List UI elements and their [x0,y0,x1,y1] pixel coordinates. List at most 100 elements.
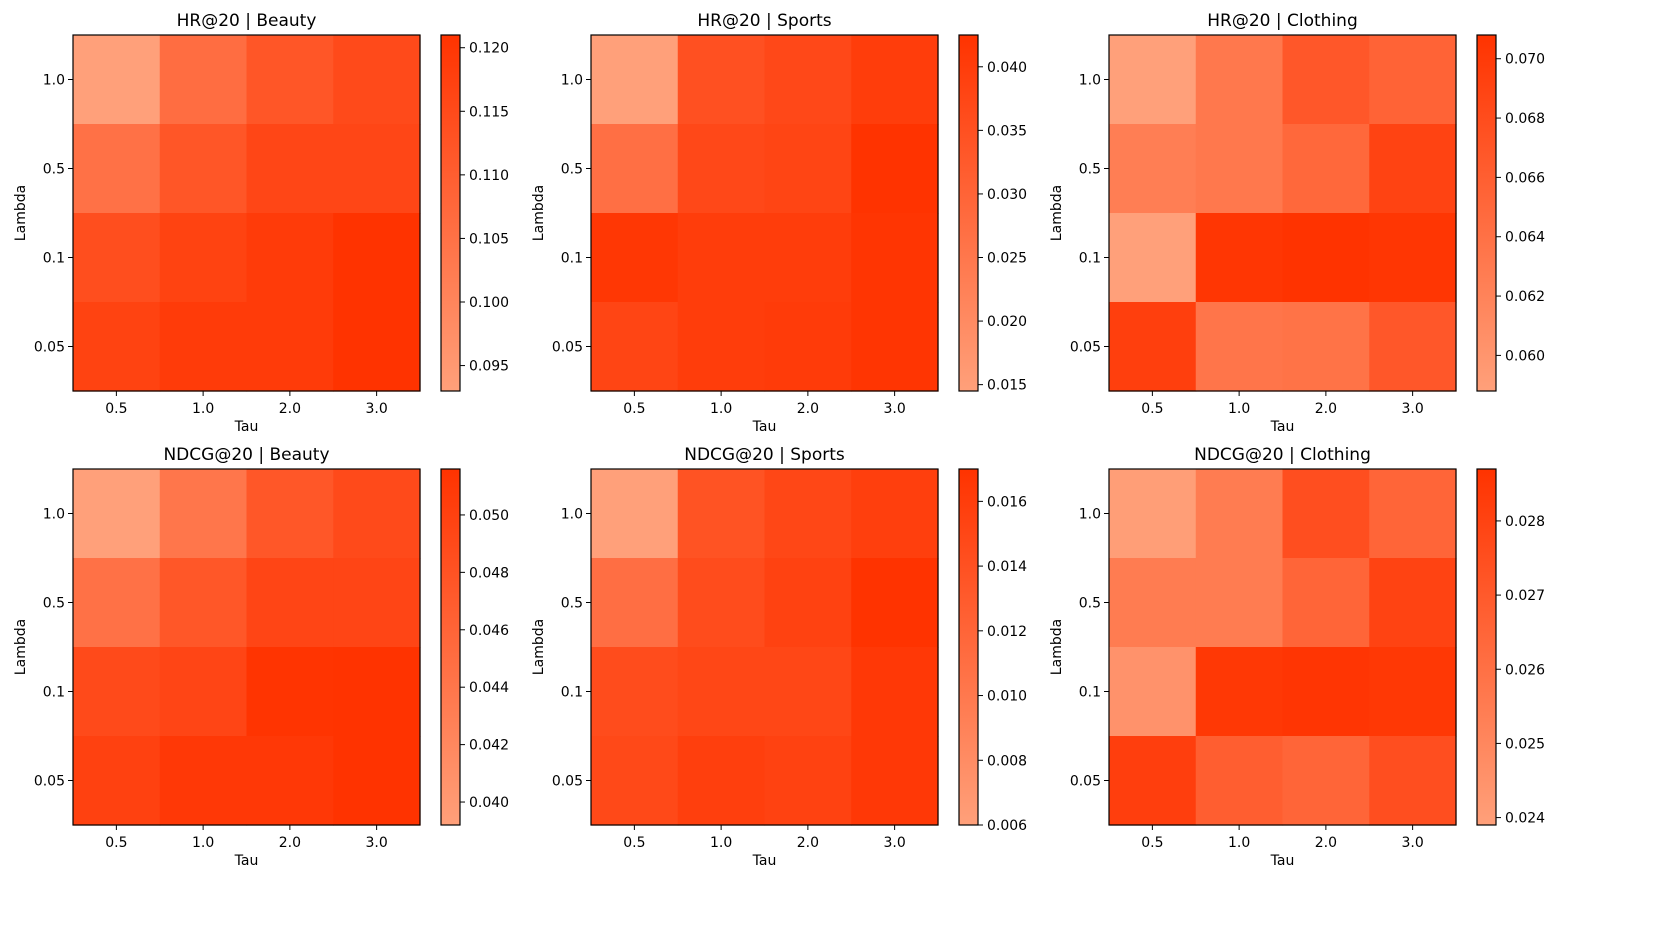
heatmap-cell-r1-c2 [764,558,852,648]
y-tick-label: 0.05 [552,340,583,356]
heatmap-cell-r3-c3 [333,736,421,826]
heatmap-cell-r2-c0 [1109,213,1197,303]
y-tick-label: 0.05 [1070,340,1101,356]
colorbar-tick-label: 0.110 [469,168,509,184]
colorbar-tick-label: 0.040 [469,795,509,811]
x-axis-label: Tau [752,419,777,435]
heatmap-cell-r3-c3 [1369,302,1457,392]
heatmap-panel-5: NDCG@20 | Clothing 0.5 1.0 2.0 3.0 1.0 0.5 0.1 0… [1049,445,1545,869]
colorbar-tick-label: 0.066 [1505,170,1545,186]
x-tick-label: 2.0 [797,835,819,851]
y-tick-label: 0.5 [1079,596,1101,612]
heatmap-cell-r2-c0 [1109,647,1197,737]
heatmap-cell-r3-c1 [677,302,766,392]
heatmap-cell-r2-c2 [246,647,334,737]
y-tick-label: 0.1 [561,685,583,701]
x-axis-label: Tau [1270,419,1295,435]
y-tick-label: 0.5 [1079,162,1101,178]
y-tick-label: 1.0 [561,73,583,89]
x-tick-label: 3.0 [1401,401,1423,417]
heatmap-cell-r0-c0 [73,35,161,125]
y-tick-label: 0.5 [43,596,65,612]
heatmap-cell-r0-c2 [764,469,852,559]
x-tick-label: 1.0 [192,835,214,851]
heatmap-cell-r2-c1 [677,647,766,737]
heatmap-cell-r1-c2 [246,558,334,648]
y-tick-label: 0.1 [43,685,65,701]
heatmap-cell-r1-c1 [159,558,248,648]
heatmap-cell-r2-c3 [1369,213,1457,303]
colorbar [1476,34,1497,392]
heatmap-cell-r2-c3 [851,647,939,737]
x-tick-label: 0.5 [1141,401,1163,417]
heatmap-cell-r1-c0 [1109,558,1197,648]
axes-frame [1108,34,1457,392]
heatmap-cell-r2-c1 [1195,213,1284,303]
chart-title: HR@20 | Sports [697,11,831,31]
heatmap-cell-r3-c1 [159,736,248,826]
x-tick-label: 3.0 [365,835,387,851]
x-tick-label: 2.0 [279,835,301,851]
heatmap-cell-r0-c0 [1109,469,1197,559]
heatmap-cell-r0-c2 [1282,469,1370,559]
y-tick-label: 0.05 [34,774,65,790]
heatmap-cell-r1-c3 [851,124,939,214]
colorbar-tick-label: 0.050 [469,508,509,524]
heatmap-cell-r3-c3 [1369,736,1457,826]
x-tick-label: 1.0 [192,401,214,417]
x-tick-label: 0.5 [105,835,127,851]
y-axis-label: Lambda [531,185,547,241]
x-tick-label: 1.0 [710,401,732,417]
heatmap-cell-r1-c3 [1369,124,1457,214]
heatmap-cell-r1-c0 [1109,124,1197,214]
colorbar-tick-label: 0.046 [469,623,509,639]
heatmap-cell-r3-c0 [1109,302,1197,392]
axes-frame [72,34,421,392]
heatmap-cell-r3-c2 [246,302,334,392]
colorbar-tick-label: 0.012 [987,624,1027,640]
heatmap-cell-r1-c0 [73,124,161,214]
heatmap-cell-r0-c1 [677,469,766,559]
colorbar-tick-label: 0.008 [987,753,1027,769]
heatmap-cell-r0-c0 [1109,35,1197,125]
heatmap-cell-r1-c3 [333,558,421,648]
heatmap-cell-r2-c1 [1195,647,1284,737]
y-tick-label: 0.5 [561,596,583,612]
colorbar-tick-label: 0.040 [987,60,1027,76]
colorbar-tick-label: 0.048 [469,565,509,581]
heatmap-cell-r1-c1 [159,124,248,214]
colorbar-tick-label: 0.105 [469,231,509,247]
heatmap-cell-r1-c1 [677,124,766,214]
colorbar-tick-label: 0.025 [987,251,1027,267]
heatmap-cell-r3-c1 [1195,302,1284,392]
axes-frame [590,468,939,826]
x-tick-label: 3.0 [883,401,905,417]
heatmap-cell-r2-c1 [159,213,248,303]
heatmap-cell-r2-c1 [677,213,766,303]
x-tick-label: 0.5 [623,401,645,417]
colorbar [440,468,461,826]
x-tick-label: 2.0 [1315,835,1337,851]
colorbar-tick-label: 0.025 [1505,736,1545,752]
heatmap-cell-r1-c2 [1282,558,1370,648]
heatmap-cell-r1-c2 [1282,124,1370,214]
heatmap-cell-r3-c2 [1282,302,1370,392]
heatmap-cell-r3-c0 [73,736,161,826]
heatmap-cell-r0-c3 [851,35,939,125]
x-axis-label: Tau [752,853,777,869]
heatmap-cell-r0-c0 [591,469,679,559]
colorbar-tick-label: 0.044 [469,680,509,696]
heatmap-cell-r2-c3 [1369,647,1457,737]
colorbar-tick-label: 0.014 [987,559,1027,575]
heatmap-cell-r2-c2 [1282,213,1370,303]
colorbar-tick-label: 0.100 [469,295,509,311]
heatmap-cell-r2-c1 [159,647,248,737]
heatmap-cell-r1-c0 [591,558,679,648]
colorbar [958,34,979,392]
heatmap-cell-r1-c1 [1195,124,1284,214]
heatmap-cell-r0-c3 [333,35,421,125]
heatmap-cell-r0-c2 [1282,35,1370,125]
heatmap-cell-r2-c0 [591,647,679,737]
heatmap-cell-r1-c3 [851,558,939,648]
chart-title: NDCG@20 | Beauty [163,445,329,465]
